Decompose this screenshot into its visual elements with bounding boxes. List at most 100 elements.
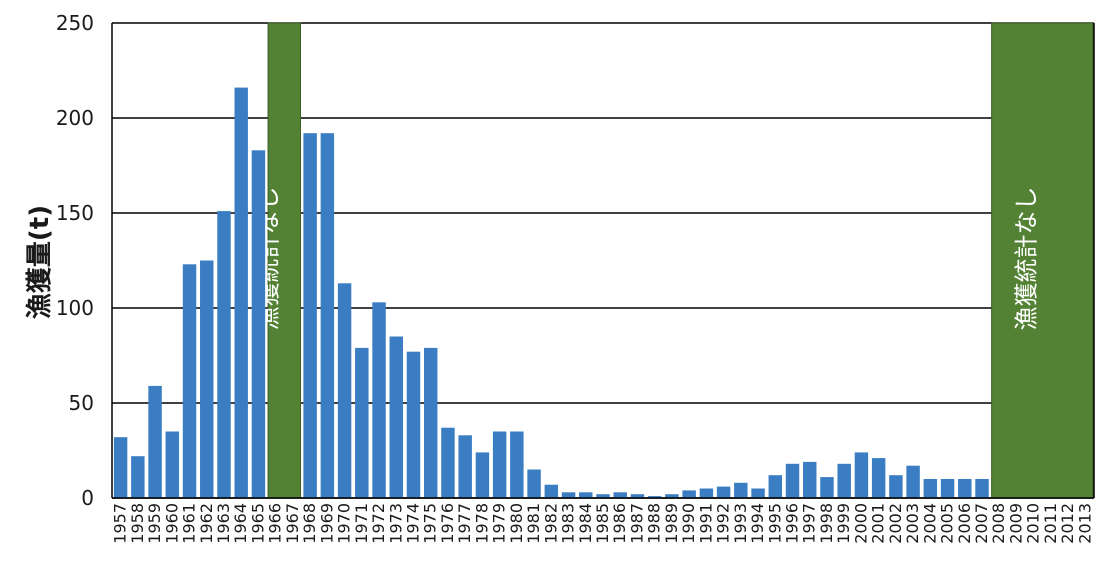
x-tick-label: 1987 (627, 503, 646, 544)
bar-1977 (458, 435, 472, 498)
x-tick-label: 1967 (283, 503, 302, 544)
bar-1998 (820, 477, 834, 498)
axes (111, 23, 1095, 499)
x-tick-label: 2009 (1006, 503, 1025, 544)
bar-1971 (355, 347, 369, 498)
bar-1984 (579, 492, 593, 498)
no-statistics-label: 漁獲統計なし (1012, 187, 1040, 331)
x-tick-label: 2002 (886, 503, 905, 544)
x-tick-label: 1970 (335, 503, 354, 544)
bar-1957 (113, 437, 128, 498)
x-tick-label: 1974 (403, 503, 422, 544)
y-tick-label: 150 (56, 201, 94, 225)
y-tick-label: 200 (56, 106, 94, 130)
x-tick-label: 1966 (266, 503, 285, 544)
bar-2005 (940, 479, 955, 498)
x-tick-label: 1978 (472, 503, 491, 544)
x-tick-label: 2004 (920, 503, 939, 544)
bar-1968 (303, 133, 317, 498)
x-tick-label: 2001 (869, 503, 888, 544)
x-tick-label: 1994 (748, 503, 767, 544)
x-tick-label: 1984 (576, 503, 595, 544)
x-tick-label: 2005 (938, 503, 957, 544)
x-tick-label: 2003 (903, 503, 922, 544)
bar-1992 (716, 486, 731, 498)
x-tick-label: 1972 (369, 503, 388, 544)
bar-1980 (510, 431, 524, 498)
y-tick-label: 100 (56, 296, 94, 320)
x-tick-label: 1997 (800, 503, 819, 544)
x-tick-label: 1983 (559, 503, 578, 544)
bar-1994 (751, 488, 765, 498)
x-tick-label: 1999 (834, 503, 853, 544)
bar-1979 (492, 431, 507, 498)
x-tick-label: 1969 (317, 503, 336, 544)
bar-1978 (475, 452, 490, 498)
bar-1976 (441, 427, 455, 498)
x-tick-label: 1960 (162, 503, 181, 544)
x-tick-label: 1992 (714, 503, 733, 544)
bar-1982 (544, 484, 559, 498)
bar-2002 (889, 475, 903, 498)
x-tick-label: 1982 (541, 503, 560, 544)
bar-2003 (906, 465, 920, 498)
x-tick-label: 1998 (817, 503, 836, 544)
x-tick-label: 2000 (851, 503, 870, 544)
bar-1995 (768, 475, 782, 498)
y-axis-title: 漁獲量(t) (25, 205, 55, 319)
bar-1996 (785, 463, 800, 498)
x-tick-label: 1977 (455, 503, 474, 544)
bar-2006 (958, 479, 972, 498)
bar-1974 (406, 351, 421, 498)
bar-1987 (630, 494, 645, 498)
x-tick-label: 2011 (1041, 503, 1060, 544)
x-tick-label: 1971 (352, 503, 371, 544)
x-tick-label: 1975 (421, 503, 440, 544)
bar-1997 (803, 461, 817, 498)
bar-1965 (251, 150, 266, 499)
x-tick-label: 1988 (645, 503, 664, 544)
x-tick-label: 2007 (972, 503, 991, 544)
bar-1962 (200, 260, 214, 498)
y-tick-label: 50 (69, 391, 94, 415)
x-tick-label: 1990 (679, 503, 698, 544)
x-tick-label: 1965 (248, 503, 267, 544)
y-tick-label: 250 (56, 11, 94, 35)
bar-1963 (217, 211, 231, 498)
x-tick-label: 1991 (696, 503, 715, 544)
bars (113, 87, 989, 499)
x-tick-label: 1961 (180, 503, 199, 544)
x-tick-label: 1980 (507, 503, 526, 544)
bar-1988 (647, 496, 662, 498)
x-tick-label: 1957 (111, 503, 130, 544)
bar-1972 (372, 302, 386, 498)
bar-1981 (527, 469, 541, 498)
x-tick-label: 1963 (214, 503, 233, 544)
bar-1958 (131, 456, 145, 498)
bar-1961 (182, 264, 197, 498)
bar-1969 (320, 133, 335, 498)
x-tick-label: 1996 (783, 503, 802, 544)
bar-1990 (682, 490, 696, 498)
x-tick-labels: 1957195819591960196119621963196419651966… (111, 503, 1095, 544)
bar-1991 (699, 488, 714, 498)
bar-1959 (148, 385, 162, 498)
bar-1993 (734, 482, 748, 498)
bar-1999 (837, 463, 851, 498)
x-tick-label: 1985 (593, 503, 612, 544)
bar-1986 (613, 492, 627, 498)
no-statistics-band (991, 22, 1094, 499)
x-tick-label: 1964 (231, 503, 250, 544)
bar-1964 (234, 87, 248, 498)
x-tick-label: 1958 (128, 503, 147, 544)
x-tick-label: 1986 (610, 503, 629, 544)
bar-1985 (596, 494, 610, 498)
bar-1960 (165, 431, 180, 498)
x-tick-label: 1989 (662, 503, 681, 544)
y-tick-label: 0 (81, 486, 94, 510)
bar-2000 (854, 452, 869, 498)
x-tick-label: 2012 (1058, 503, 1077, 544)
bar-2001 (871, 458, 886, 498)
x-tick-label: 1959 (145, 503, 164, 544)
x-tick-label: 1976 (438, 503, 457, 544)
